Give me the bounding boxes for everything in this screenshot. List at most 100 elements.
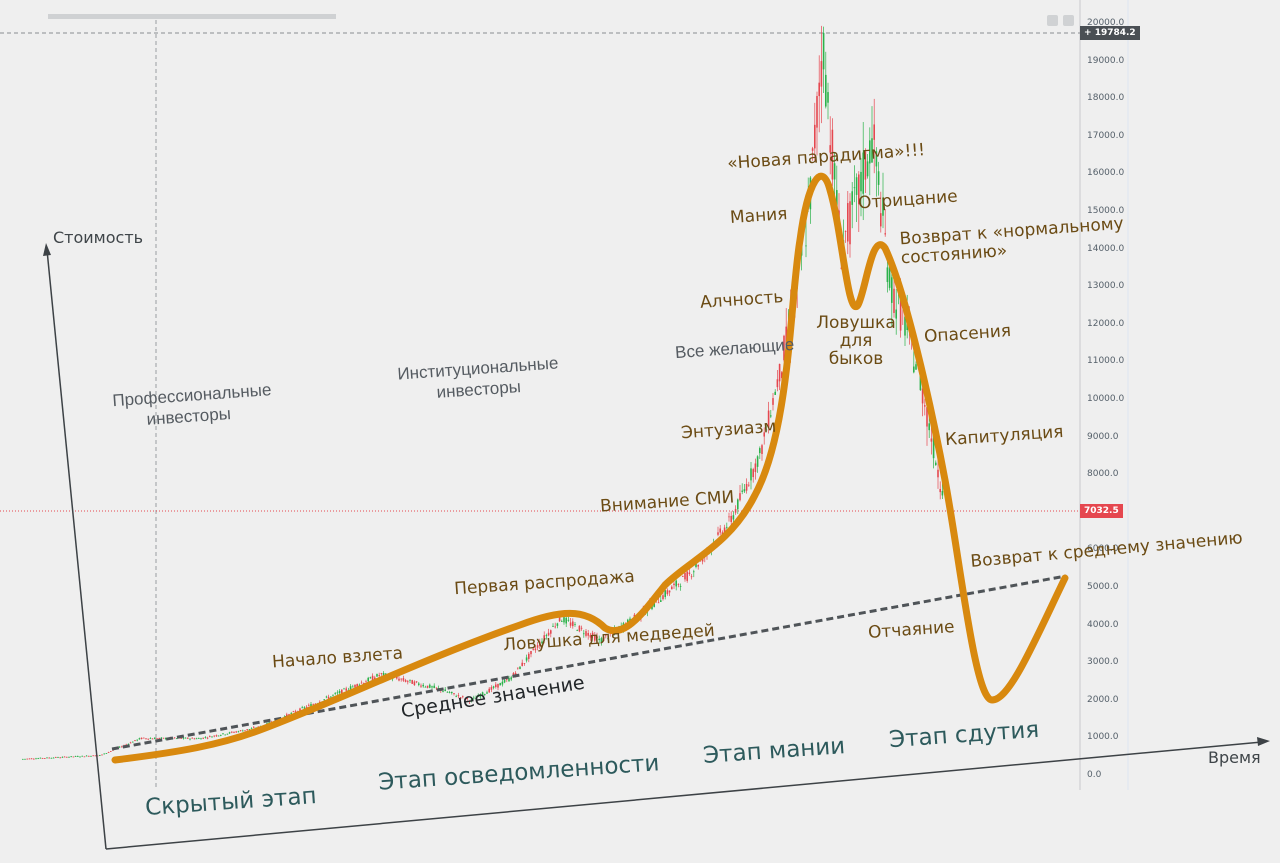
candle-down xyxy=(145,738,147,740)
candle-up xyxy=(323,699,325,701)
candle-down xyxy=(734,509,737,513)
candle-up xyxy=(444,689,446,692)
candle-up xyxy=(149,738,152,740)
candle-up xyxy=(136,739,138,741)
y-axis-line xyxy=(46,249,107,850)
candle-down xyxy=(682,576,684,577)
candle-down xyxy=(728,516,730,518)
candle-up xyxy=(904,316,906,336)
candle-up xyxy=(424,686,427,688)
candle-down xyxy=(253,727,255,729)
candle-up xyxy=(448,692,451,693)
candle-down xyxy=(578,625,581,632)
candle-up xyxy=(349,686,352,690)
candle-down xyxy=(840,267,842,269)
candle-up xyxy=(85,755,88,757)
candle-down xyxy=(831,129,834,180)
candle-down xyxy=(820,61,823,87)
candle-down xyxy=(28,758,31,760)
candle-down xyxy=(371,675,374,681)
candle-down xyxy=(158,737,160,739)
candle-up xyxy=(492,686,495,688)
candle-up xyxy=(301,707,303,709)
candle-up xyxy=(732,515,735,520)
candle-up xyxy=(882,197,884,216)
candle-down xyxy=(312,704,314,706)
candle-down xyxy=(26,758,28,760)
candle-down xyxy=(30,758,33,760)
candle-down xyxy=(884,233,886,235)
candle-down xyxy=(365,681,367,683)
candle-down xyxy=(462,696,464,698)
candle-down xyxy=(814,124,816,149)
candle-down xyxy=(849,201,851,245)
candle-up xyxy=(70,756,72,758)
candle-up xyxy=(484,694,486,695)
candle-up xyxy=(310,704,312,707)
candle-up xyxy=(499,683,501,686)
candle-up xyxy=(475,697,477,699)
candle-down xyxy=(33,758,35,760)
candle-down xyxy=(453,693,455,695)
top-price-value: 19784.2 xyxy=(1094,28,1136,38)
candle-up xyxy=(224,734,226,736)
candle-down xyxy=(411,680,413,684)
candle-down xyxy=(213,735,215,737)
candle-down xyxy=(468,700,471,703)
price-tick: 11000.0 xyxy=(1087,356,1125,367)
candle-down xyxy=(666,590,669,595)
candle-down xyxy=(363,682,365,684)
candle-up xyxy=(204,737,207,739)
candle-down xyxy=(63,756,66,758)
candle-down xyxy=(930,438,933,442)
candle-up xyxy=(770,415,772,417)
candle-down xyxy=(305,706,308,708)
candle-down xyxy=(657,602,660,604)
candle-up xyxy=(343,688,345,690)
candle-up xyxy=(433,685,435,688)
candle-down xyxy=(690,576,693,578)
candle-up xyxy=(237,731,240,733)
candle-up xyxy=(825,74,827,107)
candle-up xyxy=(77,756,79,757)
price-tick: 19000.0 xyxy=(1087,55,1125,66)
candle-up xyxy=(165,737,167,740)
candle-up xyxy=(22,758,24,760)
candle-up xyxy=(418,683,420,685)
candle-up xyxy=(52,757,55,759)
candle-up xyxy=(750,468,752,481)
candle-down xyxy=(378,675,380,676)
candle-up xyxy=(805,245,807,247)
candle-up xyxy=(561,621,563,622)
candle-down xyxy=(730,515,732,522)
candle-up xyxy=(338,690,341,693)
candle-up xyxy=(895,309,897,319)
candle-down xyxy=(781,372,783,379)
label-mania: Мания xyxy=(729,204,789,228)
candle-up xyxy=(46,757,48,759)
candle-up xyxy=(600,638,603,644)
candle-up xyxy=(765,429,768,431)
candle-up xyxy=(836,190,838,211)
price-tick: 14000.0 xyxy=(1087,243,1125,254)
candle-down xyxy=(457,695,460,697)
chart-settings-icon[interactable] xyxy=(1047,15,1058,26)
candle-down xyxy=(530,650,532,655)
candle-up xyxy=(68,756,70,758)
candle-up xyxy=(759,448,761,454)
candle-up xyxy=(90,755,92,757)
top-price-marker: + 19784.2 xyxy=(1080,26,1140,40)
price-tick: 1000.0 xyxy=(1087,732,1119,743)
chart-expand-icon[interactable] xyxy=(1063,15,1074,26)
candle-up xyxy=(376,674,378,677)
candle-down xyxy=(187,737,189,739)
price-tick: 6000.0 xyxy=(1087,544,1119,555)
candle-down xyxy=(844,231,847,232)
candle-down xyxy=(554,626,556,628)
candle-up xyxy=(336,692,339,694)
candle-down xyxy=(134,740,136,741)
candle-up xyxy=(184,737,187,739)
candle-up xyxy=(473,697,475,699)
candle-down xyxy=(404,680,407,682)
candle-down xyxy=(752,469,754,478)
